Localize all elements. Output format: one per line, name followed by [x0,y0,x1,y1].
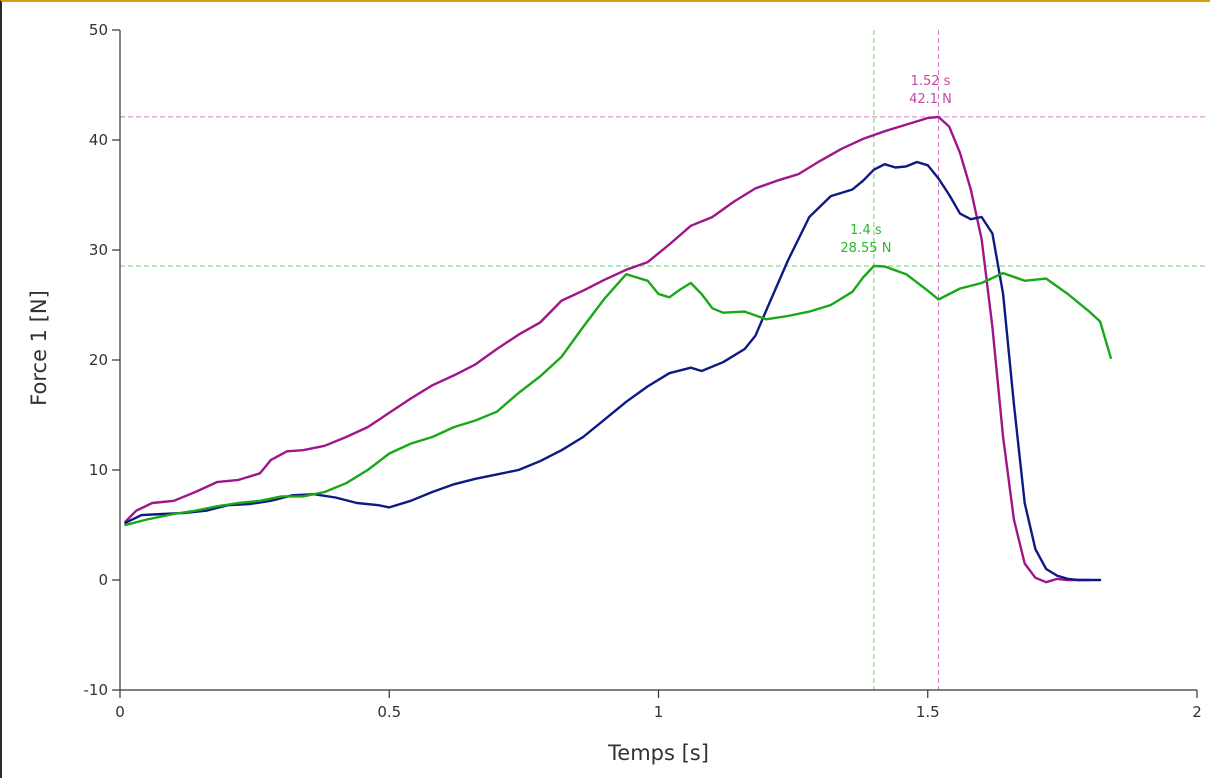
y-tick-label: 30 [89,241,108,259]
y-tick-label: 20 [89,351,108,369]
annotation-x-label: 1.4 s [850,223,882,238]
axes: 0 0.5 1 1.5 2 -10 0 10 20 30 40 50 [84,21,1202,721]
y-tick-label: 50 [89,21,108,39]
series-line-2 [124,160,1102,582]
series-line-1 [124,115,1091,584]
x-tick-label: 1 [654,703,664,721]
x-ticks: 0 0.5 1 1.5 2 [115,690,1202,721]
annotation-y-label: 42.1 N [909,92,952,107]
y-tick-label: -10 [84,681,109,699]
y-tick-label: 10 [89,461,108,479]
y-tick-label: 40 [89,131,108,149]
x-tick-label: 0.5 [377,703,401,721]
y-ticks: -10 0 10 20 30 40 50 [84,21,120,699]
series-layer [124,115,1112,584]
series-line-3 [124,264,1112,527]
annotation-labels: 1.52 s 42.1 N 1.4 s 28.55 N [840,74,952,256]
x-tick-label: 0 [115,703,125,721]
annotation-layer [120,30,1207,690]
y-axis-title: Force 1 [N] [27,290,51,406]
y-tick-label: 0 [98,571,108,589]
x-tick-label: 2 [1192,703,1202,721]
x-axis-title: Temps [s] [607,741,709,765]
annotation-x-label: 1.52 s [911,74,951,89]
annotation-y-label: 28.55 N [840,241,891,256]
x-tick-label: 1.5 [916,703,940,721]
